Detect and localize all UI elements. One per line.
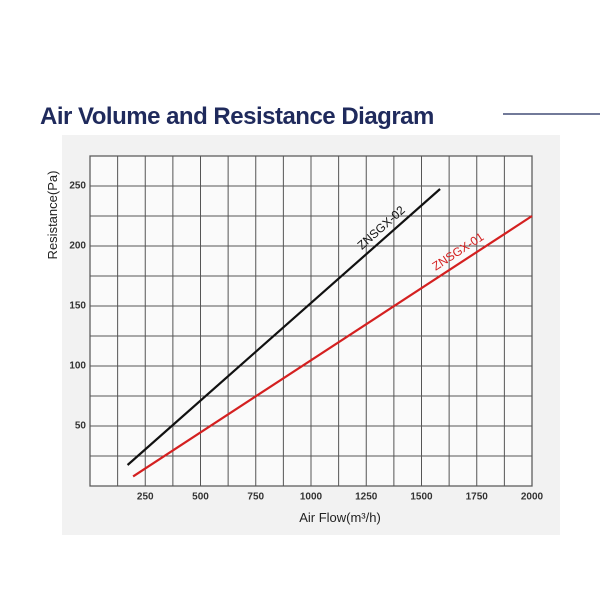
series-line: [132, 215, 533, 478]
x-tick-label: 500: [192, 492, 209, 503]
x-axis-label: Air Flow(m³/h): [299, 510, 381, 525]
series-line: [126, 188, 441, 466]
y-tick-label: 200: [69, 241, 86, 252]
y-tick-label: 150: [69, 301, 86, 312]
x-tick-label: 250: [137, 492, 154, 503]
x-tick-label: 1250: [355, 492, 378, 503]
x-tick-label: 750: [247, 492, 264, 503]
y-tick-label: 100: [69, 361, 86, 372]
x-tick-label: 1500: [410, 492, 433, 503]
chart-title: Air Volume and Resistance Diagram: [40, 103, 434, 130]
y-tick-label: 50: [75, 421, 87, 432]
y-tick-label: 250: [69, 181, 86, 192]
x-tick-label: 1750: [466, 492, 489, 503]
y-axis-label: Resistance(Pa): [45, 171, 60, 260]
x-tick-label: 1000: [300, 492, 323, 503]
x-tick-label: 2000: [521, 492, 544, 503]
